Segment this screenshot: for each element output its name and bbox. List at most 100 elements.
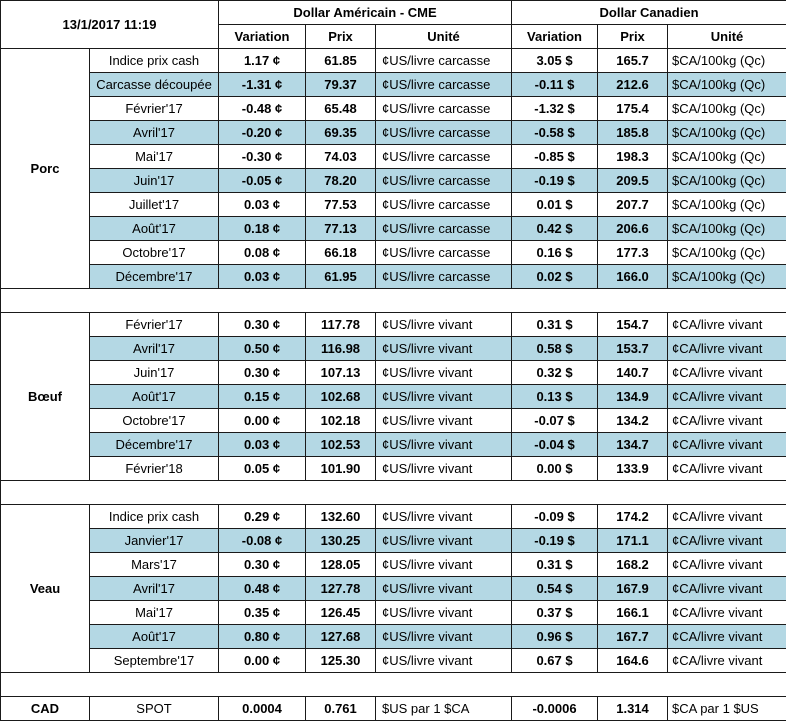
cad-usd-variation: 0.0004: [219, 697, 306, 721]
cad-unit: $CA/100kg (Qc): [668, 217, 786, 241]
row-label: Septembre'17: [90, 649, 219, 673]
cad-price: 209.5: [598, 169, 668, 193]
cad-variation: -0.58 $: [512, 121, 598, 145]
cad-price: 153.7: [598, 337, 668, 361]
usd-unit: ¢US/livre vivant: [376, 625, 512, 649]
usd-unit: ¢US/livre vivant: [376, 361, 512, 385]
cad-unit: $CA/100kg (Qc): [668, 145, 786, 169]
usd-unit: ¢US/livre carcasse: [376, 121, 512, 145]
usd-price: 77.53: [306, 193, 376, 217]
cad-variation: 0.16 $: [512, 241, 598, 265]
usd-col-variation: Variation: [219, 25, 306, 49]
usd-price: 78.20: [306, 169, 376, 193]
cad-price: 140.7: [598, 361, 668, 385]
cad-price: 164.6: [598, 649, 668, 673]
section-label: Porc: [1, 49, 90, 289]
cad-unit: $CA/100kg (Qc): [668, 49, 786, 73]
table-row: Carcasse découpée-1.31 ¢79.37¢US/livre c…: [1, 73, 786, 97]
cad-variation: -0.19 $: [512, 529, 598, 553]
table-row: Février'17-0.48 ¢65.48¢US/livre carcasse…: [1, 97, 786, 121]
cad-unit: ¢CA/livre vivant: [668, 313, 786, 337]
cad-price: 198.3: [598, 145, 668, 169]
cad-unit: ¢CA/livre vivant: [668, 505, 786, 529]
row-label: Août'17: [90, 385, 219, 409]
usd-group-title: Dollar Américain - CME: [219, 1, 512, 25]
row-label: Avril'17: [90, 337, 219, 361]
usd-variation: 0.50 ¢: [219, 337, 306, 361]
usd-unit: ¢US/livre vivant: [376, 409, 512, 433]
usd-variation: 0.15 ¢: [219, 385, 306, 409]
cad-unit: ¢CA/livre vivant: [668, 625, 786, 649]
cad-unit: $CA/100kg (Qc): [668, 265, 786, 289]
cad-unit: ¢CA/livre vivant: [668, 457, 786, 481]
cad-price: 166.1: [598, 601, 668, 625]
cad-variation: 3.05 $: [512, 49, 598, 73]
cad-unit: ¢CA/livre vivant: [668, 601, 786, 625]
usd-unit: ¢US/livre vivant: [376, 313, 512, 337]
cad-usd-price: 0.761: [306, 697, 376, 721]
cad-variation: -0.04 $: [512, 433, 598, 457]
usd-unit: ¢US/livre vivant: [376, 385, 512, 409]
row-label: Avril'17: [90, 577, 219, 601]
usd-unit: ¢US/livre vivant: [376, 457, 512, 481]
cad-unit: ¢CA/livre vivant: [668, 385, 786, 409]
usd-variation: 0.03 ¢: [219, 433, 306, 457]
cad-price: 207.7: [598, 193, 668, 217]
cad-price: 212.6: [598, 73, 668, 97]
cad-cad-variation: -0.0006: [512, 697, 598, 721]
usd-price: 74.03: [306, 145, 376, 169]
row-label: Février'17: [90, 97, 219, 121]
cad-variation: 0.32 $: [512, 361, 598, 385]
row-label: Mai'17: [90, 601, 219, 625]
row-label: Juillet'17: [90, 193, 219, 217]
cad-col-unite: Unité: [668, 25, 786, 49]
cad-unit: ¢CA/livre vivant: [668, 361, 786, 385]
header-row-top: 13/1/2017 11:19 Dollar Américain - CME D…: [1, 1, 786, 25]
separator-cell: [1, 481, 786, 505]
usd-variation: 1.17 ¢: [219, 49, 306, 73]
cad-variation: -0.11 $: [512, 73, 598, 97]
usd-unit: ¢US/livre carcasse: [376, 217, 512, 241]
cad-price: 167.7: [598, 625, 668, 649]
cad-variation: -1.32 $: [512, 97, 598, 121]
usd-variation: 0.08 ¢: [219, 241, 306, 265]
cad-label: CAD: [1, 697, 90, 721]
cad-variation: 0.31 $: [512, 313, 598, 337]
cad-variation: -0.07 $: [512, 409, 598, 433]
cad-usd-unit: $US par 1 $CA: [376, 697, 512, 721]
usd-price: 130.25: [306, 529, 376, 553]
usd-price: 127.68: [306, 625, 376, 649]
row-label: Février'17: [90, 313, 219, 337]
row-label: Indice prix cash: [90, 505, 219, 529]
row-label: Août'17: [90, 625, 219, 649]
usd-price: 69.35: [306, 121, 376, 145]
cad-group-title: Dollar Canadien: [512, 1, 786, 25]
cad-price: 165.7: [598, 49, 668, 73]
table-row: Janvier'17-0.08 ¢130.25¢US/livre vivant-…: [1, 529, 786, 553]
cad-variation: -0.19 $: [512, 169, 598, 193]
usd-price: 61.85: [306, 49, 376, 73]
usd-price: 61.95: [306, 265, 376, 289]
cad-variation: 0.42 $: [512, 217, 598, 241]
section-label: Bœuf: [1, 313, 90, 481]
cad-variation: 0.01 $: [512, 193, 598, 217]
cad-price: 154.7: [598, 313, 668, 337]
cad-unit: $CA/100kg (Qc): [668, 97, 786, 121]
usd-unit: ¢US/livre carcasse: [376, 97, 512, 121]
usd-unit: ¢US/livre vivant: [376, 529, 512, 553]
usd-unit: ¢US/livre vivant: [376, 601, 512, 625]
table-row: Mai'17-0.30 ¢74.03¢US/livre carcasse-0.8…: [1, 145, 786, 169]
cad-unit: ¢CA/livre vivant: [668, 553, 786, 577]
